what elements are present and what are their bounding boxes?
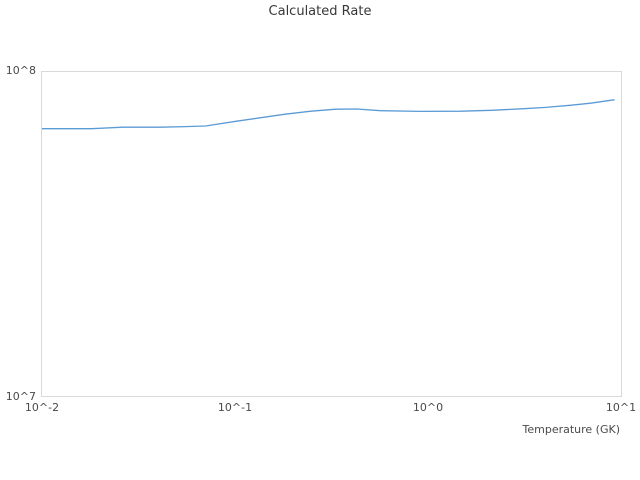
plot-svg — [42, 99, 615, 130]
y-tick-label-1e7: 10^7 — [5, 390, 36, 403]
x-tick-label-1e-2: 10^-2 — [24, 401, 60, 414]
chart-title: Calculated Rate — [268, 4, 372, 19]
plot-area — [41, 71, 622, 397]
x-axis-title: Temperature (GK) — [522, 423, 621, 436]
rate-line — [42, 99, 615, 130]
x-tick-label-1e0: 10^0 — [412, 401, 444, 414]
x-tick-label-1e-1: 10^-1 — [217, 401, 253, 414]
y-tick-label-1e8: 10^8 — [5, 64, 36, 77]
x-tick-label-1e1: 10^1 — [605, 401, 637, 414]
